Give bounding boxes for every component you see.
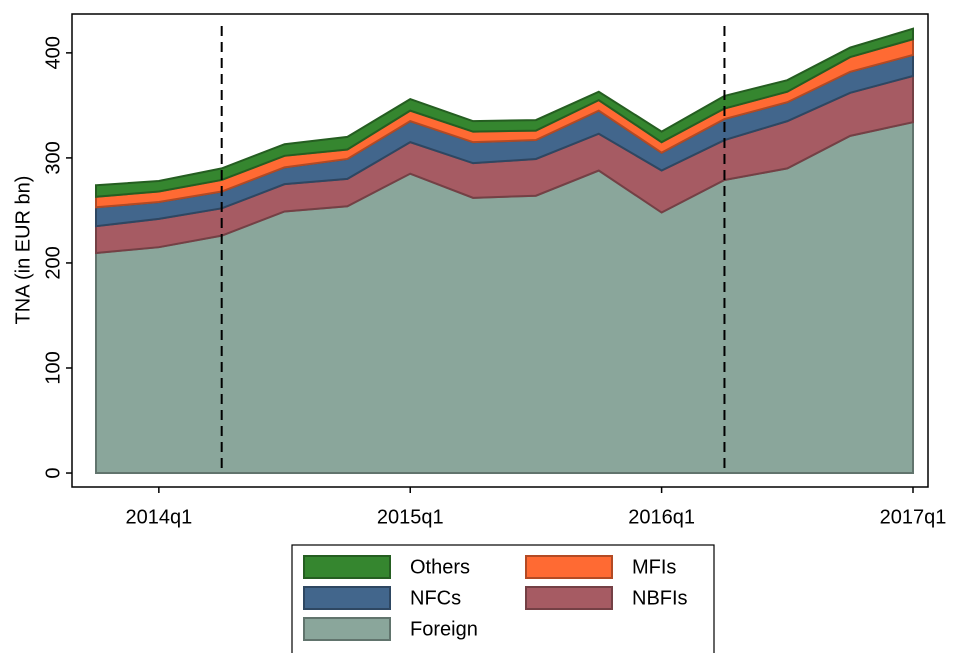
plot-frame bbox=[71, 13, 929, 488]
y-axis-label: TNA (in EUR bn) bbox=[12, 176, 34, 325]
legend-label: NBFIs bbox=[632, 587, 688, 609]
legend-swatch bbox=[303, 555, 391, 579]
legend-swatch bbox=[525, 555, 613, 579]
y-tick-label: 0 bbox=[42, 467, 64, 478]
legend-swatch bbox=[303, 586, 391, 610]
legend-label: MFIs bbox=[632, 556, 676, 578]
y-tick-label: 100 bbox=[42, 351, 64, 384]
area bbox=[95, 27, 914, 198]
legend-swatch bbox=[303, 617, 391, 641]
y-tick-label: 300 bbox=[42, 141, 64, 174]
legend-label: NFCs bbox=[410, 587, 461, 609]
legend-swatch bbox=[525, 586, 613, 610]
x-tick-label: 2015q1 bbox=[377, 506, 444, 528]
legend-label: Others bbox=[410, 556, 470, 578]
y-tick-label: 200 bbox=[42, 246, 64, 279]
x-tick-label: 2017q1 bbox=[880, 506, 947, 528]
x-tick-label: 2016q1 bbox=[628, 506, 695, 528]
x-tick-label: 2014q1 bbox=[125, 506, 192, 528]
y-tick-label: 400 bbox=[42, 36, 64, 69]
legend-label: Foreign bbox=[410, 618, 478, 640]
